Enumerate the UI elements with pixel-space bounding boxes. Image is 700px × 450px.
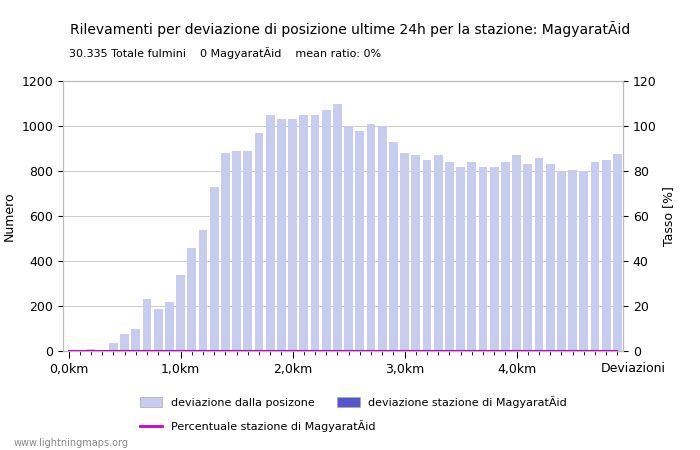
Bar (87, 349, 95, 351)
Bar (165, 302, 174, 351)
Bar (412, 155, 420, 351)
Bar (367, 124, 375, 351)
Text: 30.335 Totale fulmini    0 MagyaratÃid    mean ratio: 0%: 30.335 Totale fulmini 0 MagyaratÃid mean… (69, 48, 381, 59)
Bar (602, 160, 610, 351)
Bar (311, 115, 319, 351)
Bar (277, 119, 286, 351)
Legend: Percentuale stazione di MagyaratÃid: Percentuale stazione di MagyaratÃid (136, 416, 380, 437)
Bar (501, 162, 510, 351)
Bar (591, 162, 599, 351)
Bar (468, 162, 476, 351)
Bar (524, 164, 532, 351)
Bar (546, 164, 554, 351)
Y-axis label: Tasso [%]: Tasso [%] (662, 186, 676, 246)
Bar (490, 166, 498, 351)
Bar (568, 170, 577, 351)
Bar (580, 171, 588, 351)
Bar (210, 187, 218, 351)
Bar (333, 104, 342, 351)
Bar (154, 310, 162, 351)
Bar (344, 126, 353, 351)
Bar (176, 274, 185, 351)
Bar (120, 334, 129, 351)
Bar (255, 133, 263, 351)
Bar (199, 230, 207, 351)
Bar (266, 115, 274, 351)
Bar (132, 328, 140, 351)
Y-axis label: Numero: Numero (3, 191, 16, 241)
Bar (479, 166, 487, 351)
Bar (445, 162, 454, 351)
Bar (400, 153, 409, 351)
Bar (300, 115, 308, 351)
Text: www.lightningmaps.org: www.lightningmaps.org (14, 437, 129, 447)
Bar (109, 343, 118, 351)
Bar (232, 151, 241, 351)
Bar (434, 155, 442, 351)
Bar (613, 154, 622, 351)
Bar (244, 151, 252, 351)
Bar (389, 142, 398, 351)
Text: Deviazioni: Deviazioni (601, 362, 666, 375)
Bar (557, 171, 566, 351)
Text: Rilevamenti per deviazione di posizione ultime 24h per la stazione: MagyaratÃid: Rilevamenti per deviazione di posizione … (70, 21, 630, 37)
Bar (188, 248, 196, 351)
Bar (512, 155, 521, 351)
Bar (288, 119, 297, 351)
Bar (378, 126, 386, 351)
Bar (356, 130, 364, 351)
Bar (221, 153, 230, 351)
Bar (322, 110, 330, 351)
Bar (535, 158, 543, 351)
Bar (143, 299, 151, 351)
Bar (423, 160, 431, 351)
Bar (456, 166, 465, 351)
